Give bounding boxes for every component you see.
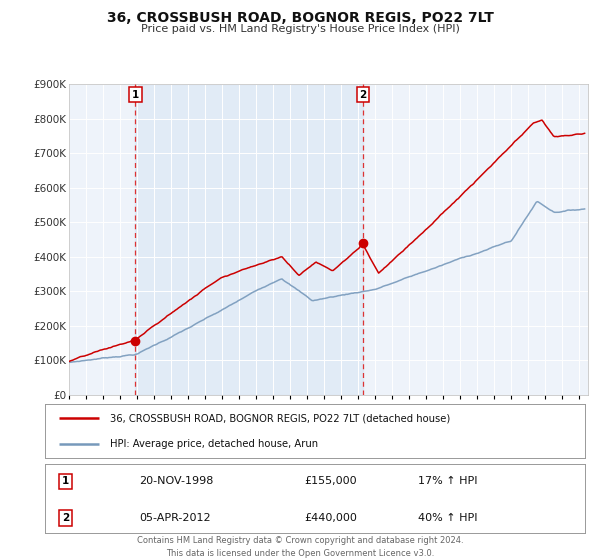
Text: 40% ↑ HPI: 40% ↑ HPI <box>418 513 477 523</box>
Text: 36, CROSSBUSH ROAD, BOGNOR REGIS, PO22 7LT (detached house): 36, CROSSBUSH ROAD, BOGNOR REGIS, PO22 7… <box>110 413 450 423</box>
Text: 1: 1 <box>132 90 139 100</box>
Text: 17% ↑ HPI: 17% ↑ HPI <box>418 477 477 487</box>
Text: 20-NOV-1998: 20-NOV-1998 <box>139 477 214 487</box>
Text: HPI: Average price, detached house, Arun: HPI: Average price, detached house, Arun <box>110 438 318 449</box>
Text: 1: 1 <box>62 477 69 487</box>
Text: Contains HM Land Registry data © Crown copyright and database right 2024.
This d: Contains HM Land Registry data © Crown c… <box>137 536 463 558</box>
Text: 05-APR-2012: 05-APR-2012 <box>139 513 211 523</box>
Text: 2: 2 <box>359 90 367 100</box>
Text: £440,000: £440,000 <box>304 513 357 523</box>
Text: 36, CROSSBUSH ROAD, BOGNOR REGIS, PO22 7LT: 36, CROSSBUSH ROAD, BOGNOR REGIS, PO22 7… <box>107 11 493 25</box>
Bar <box>136 84 363 395</box>
Text: £155,000: £155,000 <box>304 477 357 487</box>
Text: Price paid vs. HM Land Registry's House Price Index (HPI): Price paid vs. HM Land Registry's House … <box>140 24 460 34</box>
Text: 2: 2 <box>62 513 69 523</box>
